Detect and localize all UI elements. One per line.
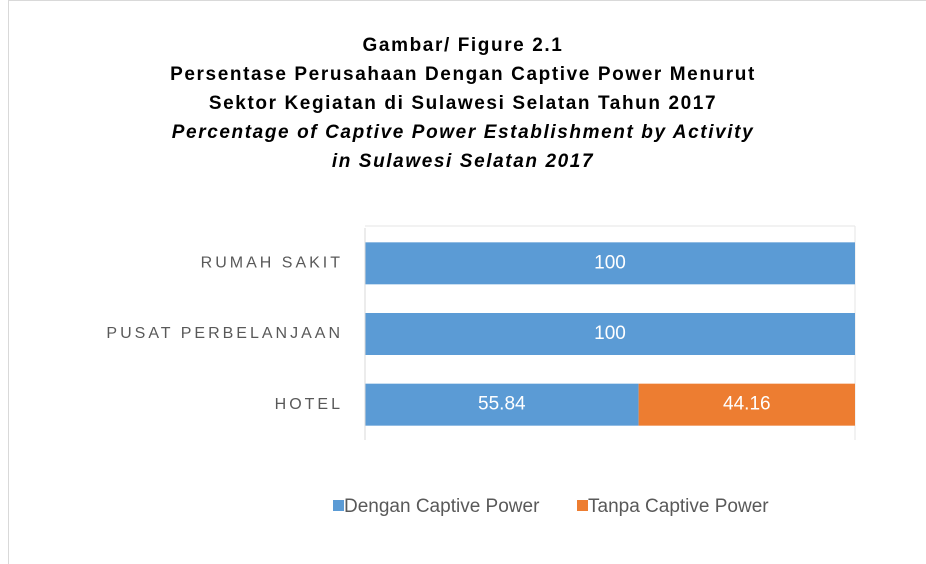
y-tick-label: PUSAT PERBELANJAAN: [106, 325, 343, 342]
chart-subtitle: Percentage of Captive Power Establishmen…: [172, 122, 754, 143]
chart-title: Persentase Perusahaan Dengan Captive Pow…: [170, 64, 756, 85]
chart-title: Sektor Kegiatan di Sulawesi Selatan Tahu…: [209, 93, 717, 114]
bar-segment: [365, 313, 855, 355]
chart-title: Gambar/ Figure 2.1: [363, 35, 564, 56]
y-tick-label: HOTEL: [275, 396, 343, 413]
data-label: 100: [594, 323, 626, 344]
legend-label: Dengan Captive Power: [344, 496, 540, 517]
legend-swatch: [333, 500, 344, 511]
legend-label: Tanpa Captive Power: [588, 496, 769, 517]
bar-segment: [365, 242, 855, 285]
data-label: 100: [594, 252, 626, 273]
chart-subtitle: in Sulawesi Selatan 2017: [332, 151, 594, 172]
bar-segment: [365, 383, 639, 426]
y-tick-label: RUMAH SAKIT: [201, 255, 343, 272]
legend-swatch: [577, 500, 588, 511]
data-label: 55.84: [478, 394, 526, 415]
bar-segment: [638, 383, 855, 426]
data-label: 44.16: [723, 394, 771, 415]
